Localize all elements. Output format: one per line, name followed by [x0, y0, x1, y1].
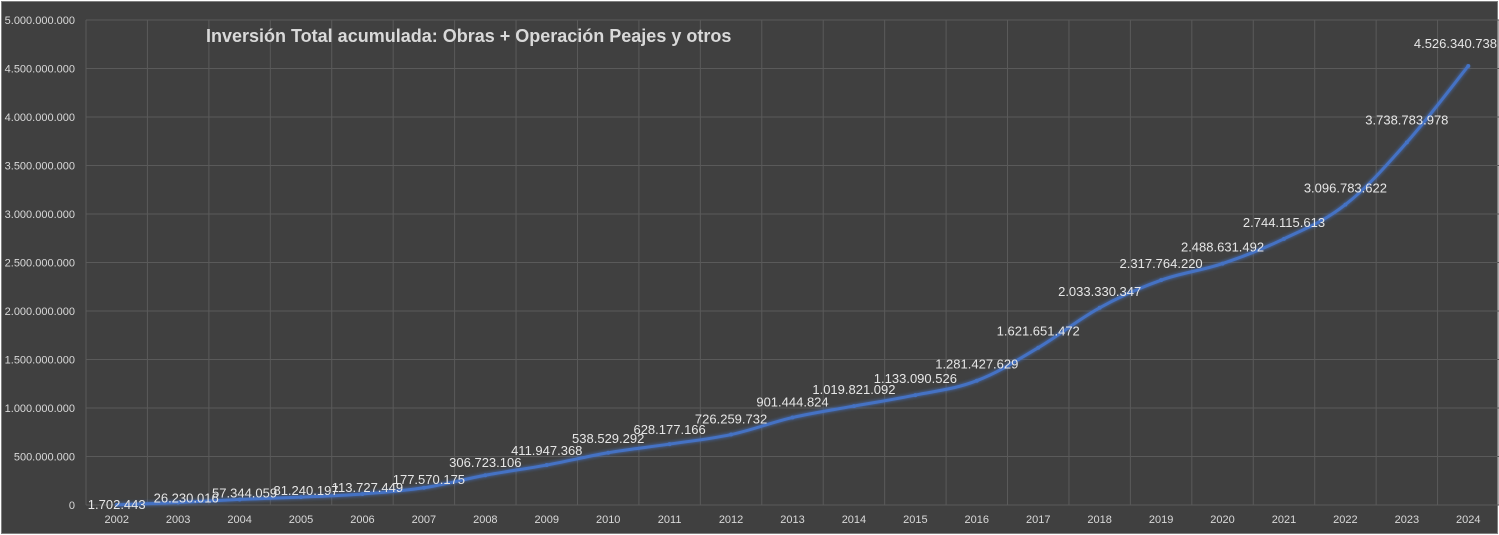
data-point — [114, 502, 119, 507]
data-label: 2.033.330.347 — [1058, 284, 1141, 299]
data-point — [1097, 305, 1102, 310]
y-tick-label: 1.500.000.000 — [5, 355, 75, 367]
x-tick-label: 2013 — [780, 514, 804, 526]
data-label: 2.317.764.220 — [1120, 256, 1203, 271]
x-tick-label: 2014 — [842, 514, 866, 526]
chart-title: Inversión Total acumulada: Obras + Opera… — [206, 26, 731, 46]
data-label: 306.723.106 — [449, 455, 521, 470]
data-label: 1.281.427.629 — [935, 357, 1018, 372]
data-point — [544, 463, 549, 468]
data-point — [1281, 236, 1286, 241]
data-label: 901.444.824 — [756, 395, 828, 410]
data-label: 411.947.368 — [511, 443, 582, 458]
data-point — [667, 442, 672, 447]
y-tick-label: 500.000.000 — [14, 452, 75, 464]
data-label: 26.230.016 — [154, 490, 219, 505]
x-tick-label: 2016 — [965, 514, 989, 526]
data-point — [1159, 278, 1164, 283]
y-tick-label: 2.500.000.000 — [5, 258, 75, 270]
data-point — [974, 378, 979, 383]
y-tick-label: 2.000.000.000 — [5, 306, 75, 318]
data-point — [1466, 63, 1471, 68]
data-point — [299, 495, 304, 500]
x-tick-label: 2003 — [166, 514, 190, 526]
data-point — [237, 497, 242, 502]
y-tick-label: 0 — [69, 500, 75, 512]
x-tick-label: 2020 — [1210, 514, 1234, 526]
data-label: 113.727.449 — [332, 480, 403, 495]
data-labels: 1.702.443 26.230.01657.344.05981.240.1971… — [88, 36, 1497, 512]
x-tick-label: 2011 — [658, 514, 682, 526]
x-axis: 2002 2003 2004 2005 2006 2007 2008 2009 2010 2011… — [104, 514, 1480, 526]
x-tick-label: 2019 — [1149, 514, 1173, 526]
data-label: 1.621.651.472 — [997, 324, 1080, 339]
y-tick-label: 3.500.000.000 — [5, 161, 75, 173]
y-tick-label: 4.500.000.000 — [5, 64, 75, 76]
data-label: 2.744.115.613 — [1243, 215, 1325, 230]
x-tick-label: 2010 — [596, 514, 620, 526]
data-label: 3.738.783.978 — [1365, 112, 1448, 127]
data-label: 1.702.443 — [88, 497, 146, 512]
data-point — [1404, 140, 1409, 145]
gridlines — [85, 19, 1499, 506]
data-label: 726.259.732 — [695, 412, 767, 427]
data-label: 177.570.175 — [393, 472, 465, 487]
x-tick-label: 2006 — [350, 514, 374, 526]
data-point — [421, 485, 426, 490]
x-tick-label: 2015 — [903, 514, 927, 526]
x-tick-label: 2021 — [1272, 514, 1296, 526]
data-point — [1036, 345, 1041, 350]
x-tick-label: 2018 — [1087, 514, 1111, 526]
data-label: 538.529.292 — [572, 431, 644, 446]
data-label: 3.096.783.622 — [1304, 181, 1387, 196]
data-label: 628.177.166 — [633, 422, 705, 437]
y-tick-label: 3.000.000.000 — [5, 209, 75, 221]
data-label: 2.488.631.492 — [1181, 240, 1264, 255]
x-tick-label: 2005 — [289, 514, 313, 526]
x-tick-label: 2009 — [535, 514, 559, 526]
data-point — [729, 432, 734, 437]
y-tick-label: 4.000.000.000 — [5, 112, 75, 124]
data-point — [1343, 202, 1348, 207]
data-point — [360, 491, 365, 496]
data-label: 81.240.197 — [273, 483, 338, 498]
data-point — [913, 393, 918, 398]
x-tick-label: 2024 — [1456, 514, 1480, 526]
x-tick-label: 2023 — [1395, 514, 1419, 526]
x-tick-label: 2008 — [473, 514, 497, 526]
y-tick-label: 1.000.000.000 — [5, 403, 75, 415]
data-point — [790, 415, 795, 420]
data-label: 4.526.340.738 — [1414, 36, 1497, 51]
data-point — [606, 450, 611, 455]
data-point — [176, 500, 181, 505]
x-tick-label: 2004 — [227, 514, 251, 526]
x-tick-label: 2017 — [1026, 514, 1050, 526]
data-point — [851, 404, 856, 409]
x-tick-label: 2002 — [104, 514, 128, 526]
y-axis: 0 500.000.000 1.000.000.000 1.500.000.000 2.… — [5, 15, 75, 512]
x-tick-label: 2022 — [1333, 514, 1357, 526]
data-label: 1.019.821.092 — [812, 382, 895, 397]
series-line — [116, 65, 1470, 507]
x-tick-label: 2012 — [719, 514, 743, 526]
data-label: 1.133.090.526 — [874, 371, 957, 386]
y-tick-label: 5.000.000.000 — [5, 15, 75, 27]
data-point — [483, 473, 488, 478]
x-tick-label: 2007 — [412, 514, 436, 526]
data-label: 57.344.059 — [212, 485, 277, 500]
data-point — [1220, 261, 1225, 266]
